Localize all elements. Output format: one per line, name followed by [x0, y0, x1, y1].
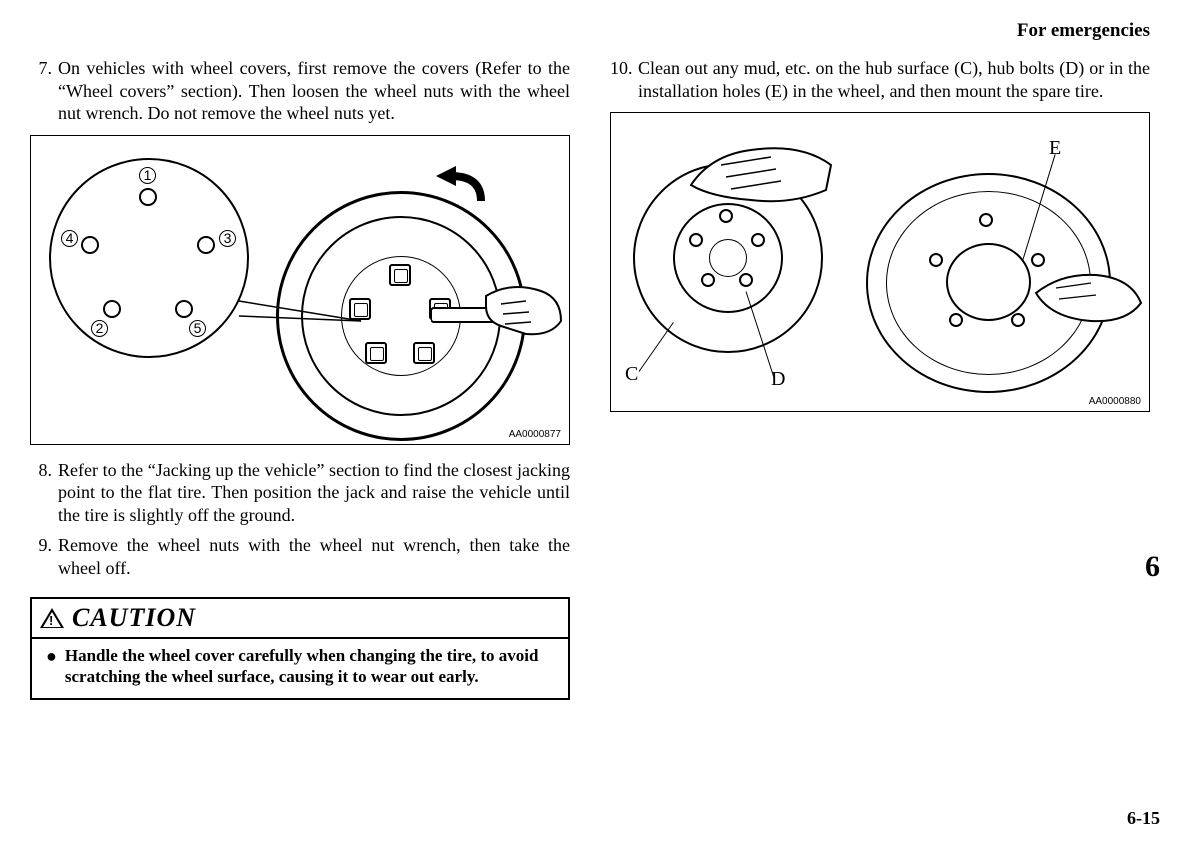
wiping-hand-small-icon	[1031, 263, 1151, 343]
figure-clean-hub: C D E AA0000880	[610, 112, 1150, 412]
leader-C	[639, 322, 674, 372]
bullet-icon: ●	[46, 645, 57, 688]
hole	[929, 253, 943, 267]
hole	[979, 213, 993, 227]
step-text: Remove the wheel nuts with the wheel nut…	[58, 534, 570, 579]
lug-bl	[365, 342, 387, 364]
bolt	[689, 233, 703, 247]
right-column: 10. Clean out any mud, etc. on the hub s…	[610, 57, 1150, 700]
bolt	[739, 273, 753, 287]
step-text: Clean out any mud, etc. on the hub surfa…	[638, 57, 1150, 102]
figure-id-1: AA0000877	[509, 429, 561, 440]
left-column: 7. On vehicles with wheel covers, first …	[30, 57, 570, 700]
caution-body: ● Handle the wheel cover carefully when …	[32, 639, 568, 698]
label-E: E	[1049, 137, 1061, 160]
step-9: 9. Remove the wheel nuts with the wheel …	[30, 534, 570, 579]
step-text: Refer to the “Jacking up the vehicle” se…	[58, 459, 570, 527]
caution-box: ! CAUTION ● Handle the wheel cover caref…	[30, 597, 570, 700]
step-7: 7. On vehicles with wheel covers, first …	[30, 57, 570, 125]
figure-loosen-nuts: 1 3 4 2 5	[30, 135, 570, 445]
step-10: 10. Clean out any mud, etc. on the hub s…	[610, 57, 1150, 102]
two-column-layout: 7. On vehicles with wheel covers, first …	[30, 57, 1160, 700]
page-number: 6-15	[1127, 808, 1160, 829]
step-number: 10.	[610, 57, 638, 102]
caution-text: Handle the wheel cover carefully when ch…	[65, 645, 558, 688]
wheel-center-hole	[946, 243, 1031, 321]
caution-title: CAUTION	[72, 603, 196, 633]
caution-header: ! CAUTION	[32, 599, 568, 639]
hand-wrench-icon	[431, 276, 571, 366]
figure-id-2: AA0000880	[1089, 396, 1141, 407]
hub-center	[709, 239, 747, 277]
hole	[949, 313, 963, 327]
rotation-arrow-icon	[431, 166, 491, 206]
warning-triangle-icon: !	[40, 608, 64, 628]
step-8: 8. Refer to the “Jacking up the vehicle”…	[30, 459, 570, 527]
label-C: C	[625, 363, 638, 386]
section-header: For emergencies	[30, 20, 1160, 42]
lug-top	[389, 264, 411, 286]
bolt	[751, 233, 765, 247]
step-text: On vehicles with wheel covers, first rem…	[58, 57, 570, 125]
lug-left	[349, 298, 371, 320]
step-number: 8.	[30, 459, 58, 527]
step-number: 9.	[30, 534, 58, 579]
wiping-hand-icon	[681, 135, 841, 225]
step-number: 7.	[30, 57, 58, 125]
bolt	[701, 273, 715, 287]
hole	[1011, 313, 1025, 327]
label-D: D	[771, 368, 785, 391]
chapter-number: 6	[1145, 550, 1160, 584]
